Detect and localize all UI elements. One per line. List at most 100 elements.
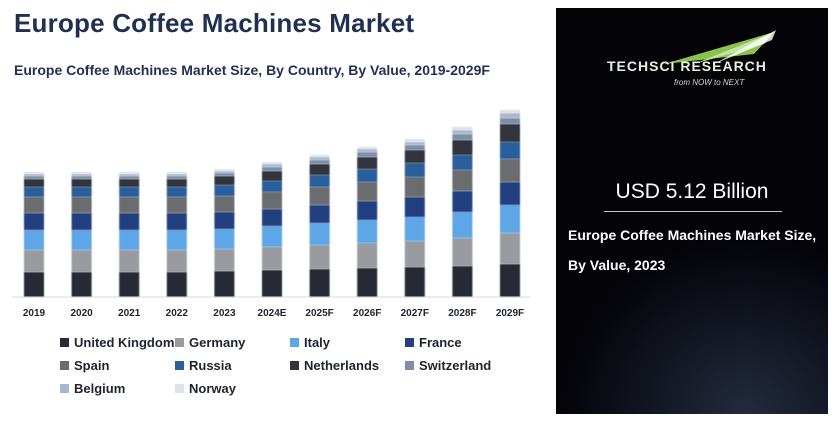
stacked-bar-chart: 2019 2020 2021 2022 2023 2024E 2025F 2026F 2027F… [12,110,530,319]
bar-segment-spain-2026f [357,182,378,201]
bar-segment-norway-2025f [309,155,330,157]
legend-label: Spain [74,358,110,373]
x-tick-label: 2027F [401,308,429,319]
legend-swatch [290,361,299,370]
legend-item-netherlands: Netherlands [290,357,405,374]
x-tick-label: 2023 [213,308,236,319]
bar-segment-switzerland-2023 [214,173,235,176]
bar-segment-belgium-2029f [500,113,520,118]
legend-item-spain: Spain [60,357,175,374]
bar-segment-france-2025f [309,205,330,223]
legend-item-united-kingdom: United Kingdom [60,334,175,351]
bar-segment-switzerland-2020 [71,176,92,179]
x-tick-label: 2021 [118,308,141,319]
legend-swatch [290,338,299,347]
bar-segment-netherlands-2021 [119,179,140,187]
bar-segment-norway-2026f [357,147,378,149]
bar-segment-russia-2021 [119,187,140,197]
chart-subtitle: Europe Coffee Machines Market Size, By C… [14,62,490,78]
bar-segment-switzerland-2028f [452,134,473,140]
market-value: USD 5.12 Billion [615,180,769,203]
bar-segment-france-2029f [500,182,520,205]
bar-segment-netherlands-2026f [357,157,378,169]
bar-segment-norway-2028f [452,127,473,130]
bar-segment-germany-2027f [404,241,425,267]
bar-segment-italy-2029f [500,205,520,233]
bar-segment-switzerland-2029f [500,118,520,124]
legend-item-germany: Germany [175,334,290,351]
bar-segment-switzerland-2025f [309,160,330,164]
bar-segment-france-2020 [71,213,92,230]
logo-name: TECHSCI RESEARCH [607,58,767,74]
x-tick-label: 2022 [166,308,189,319]
bar-segment-germany-2025f [309,245,330,269]
bar-segment-france-2023 [214,212,235,229]
legend-label: Belgium [74,381,126,396]
bar-segment-netherlands-2019 [24,179,44,187]
value-description-line2: By Value, 2023 [568,257,666,273]
bar-segment-netherlands-2023 [214,176,235,185]
legend-item-switzerland: Switzerland [405,357,535,374]
logo-mark-icon [664,30,776,64]
bar-segment-italy-2026f [357,220,378,243]
bar-segment-united-kingdom-2019 [24,272,44,297]
bar-segment-norway-2021 [119,172,140,174]
bar-segment-united-kingdom-2024e [262,270,282,297]
page-title: Europe Coffee Machines Market [14,8,415,38]
legend-swatch [175,384,184,393]
bar-segment-norway-2022 [166,172,187,174]
bar-segment-switzerland-2021 [119,176,140,179]
legend-swatch [60,361,69,370]
bar-segment-russia-2020 [71,187,92,197]
summary-panel: TECHSCI RESEARCH from NOW to NEXT USD 5.… [556,8,828,414]
bar-segment-spain-2019 [24,197,44,213]
bar-segment-russia-2027f [404,163,425,177]
bar-segment-united-kingdom-2023 [214,271,235,297]
bar-segment-russia-2025f [309,175,330,187]
bar-segment-netherlands-2027f [404,150,425,163]
bar-segment-belgium-2028f [452,130,473,134]
legend-label: Germany [189,335,246,350]
x-tick-label: 2026F [353,308,381,319]
bar-segment-russia-2028f [452,155,473,170]
bar-segment-netherlands-2020 [71,179,92,187]
bar-segment-united-kingdom-2022 [166,272,187,297]
bar-segment-switzerland-2026f [357,152,378,157]
bar-segment-spain-2023 [214,196,235,212]
legend-label: Russia [189,358,232,373]
bar-segment-italy-2022 [166,230,187,250]
bar-segment-norway-2024e [262,162,282,164]
bar-segment-italy-2020 [71,230,92,250]
bar-segment-united-kingdom-2021 [119,272,140,297]
bar-segment-spain-2029f [500,159,520,182]
bar-segment-france-2019 [24,213,44,230]
legend-swatch [60,338,69,347]
bar-segment-russia-2026f [357,169,378,182]
legend-item-russia: Russia [175,357,290,374]
value-divider [604,211,782,212]
bar-segment-spain-2028f [452,170,473,191]
bar-segment-russia-2024e [262,181,282,192]
legend-label: Switzerland [419,358,492,373]
bar-segment-france-2028f [452,191,473,212]
x-tick-label: 2029F [496,308,524,319]
value-description-line1: Europe Coffee Machines Market Size, [568,227,817,243]
bar-segment-italy-2028f [452,212,473,238]
legend-item-france: France [405,334,535,351]
bar-segment-italy-2021 [119,230,140,250]
legend-item-norway: Norway [175,380,290,397]
bar-segment-belgium-2027f [404,142,425,145]
bar-segment-belgium-2022 [166,174,187,176]
bar-segment-spain-2024e [262,192,282,209]
bar-segment-united-kingdom-2028f [452,266,473,297]
bar-segment-norway-2023 [214,169,235,171]
bar-segment-switzerland-2019 [24,176,44,179]
bar-segment-spain-2022 [166,197,187,213]
bar-segment-france-2027f [404,197,425,217]
bar-segment-spain-2027f [404,177,425,197]
bar-segment-belgium-2026f [357,149,378,152]
bar-segment-italy-2027f [404,217,425,241]
legend-item-belgium: Belgium [60,380,175,397]
legend-swatch [405,338,414,347]
x-tick-label: 2024E [258,308,287,319]
